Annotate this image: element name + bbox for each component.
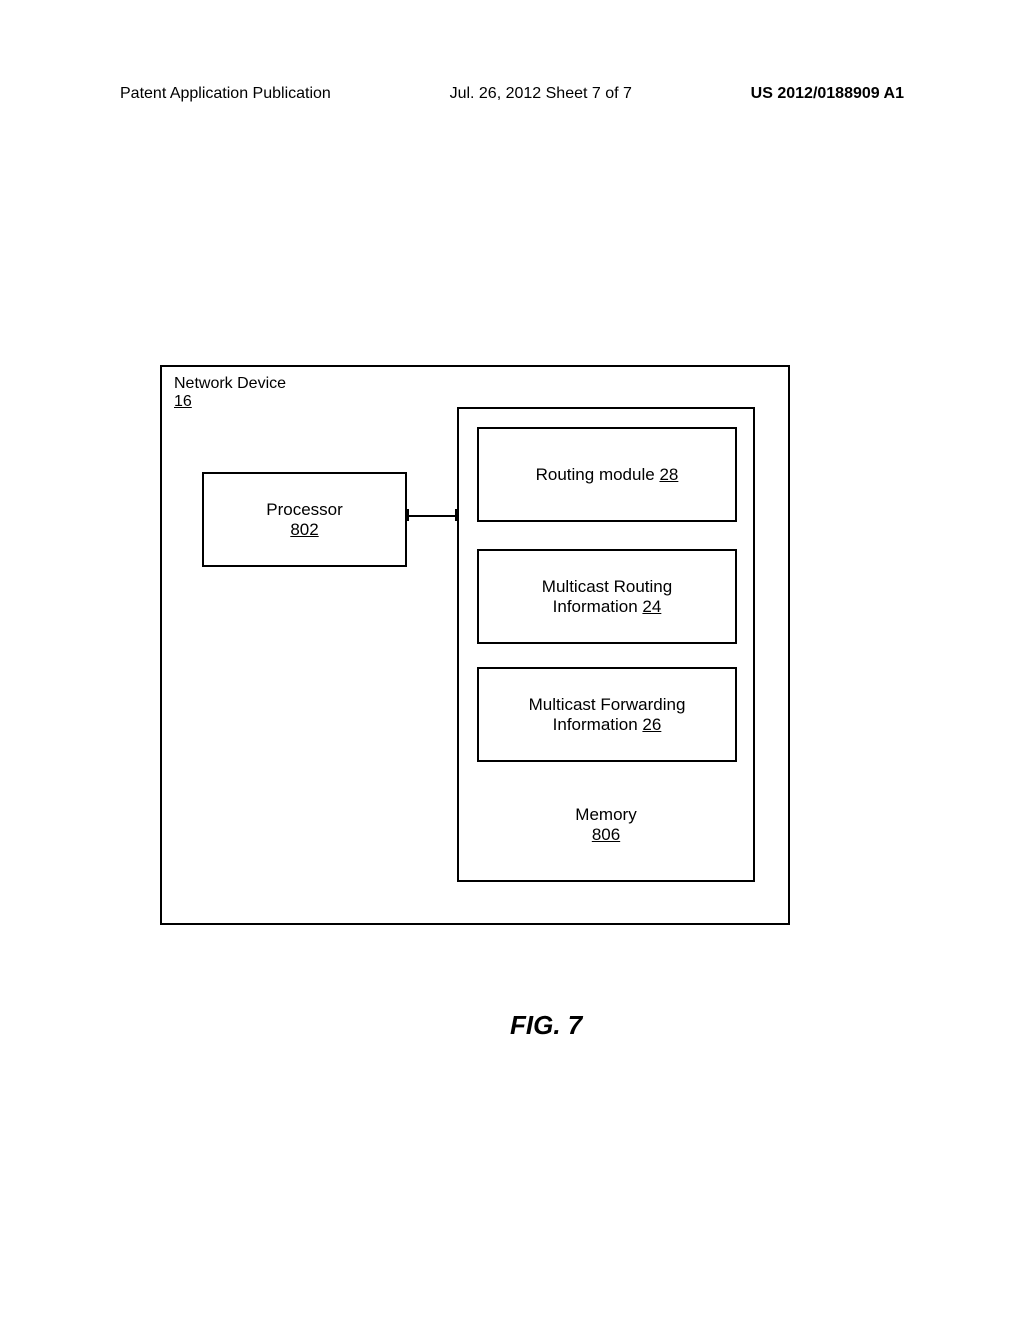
routing-module-text: Routing module 28 <box>536 465 679 485</box>
memory-ref: 806 <box>459 825 753 845</box>
header-date-sheet: Jul. 26, 2012 Sheet 7 of 7 <box>450 85 632 103</box>
connector-line <box>407 515 457 517</box>
header-publication: Patent Application Publication <box>120 85 331 103</box>
figure-label: FIG. 7 <box>510 1010 582 1041</box>
multicast-forwarding-prefix: Information <box>553 715 638 734</box>
multicast-routing-ref: 24 <box>642 597 661 616</box>
routing-module-label: Routing module <box>536 465 655 484</box>
network-device-box: Network Device 16 Processor 802 Routing … <box>160 365 790 925</box>
processor-ref: 802 <box>204 520 405 540</box>
page-header: Patent Application Publication Jul. 26, … <box>0 85 1024 103</box>
network-device-label: Network Device 16 <box>174 375 286 411</box>
multicast-routing-box: Multicast Routing Information 24 <box>477 549 737 644</box>
header-patent-number: US 2012/0188909 A1 <box>751 85 904 103</box>
memory-label: Memory 806 <box>459 805 753 845</box>
routing-module-ref: 28 <box>659 465 678 484</box>
memory-title: Memory <box>459 805 753 825</box>
processor-title: Processor <box>204 500 405 520</box>
multicast-routing-line1: Multicast Routing <box>542 577 672 597</box>
routing-module-box: Routing module 28 <box>477 427 737 522</box>
multicast-forwarding-line2: Information 26 <box>553 715 662 735</box>
multicast-forwarding-line1: Multicast Forwarding <box>529 695 686 715</box>
connector-tick-left <box>407 509 409 521</box>
multicast-routing-line2: Information 24 <box>553 597 662 617</box>
multicast-forwarding-ref: 26 <box>642 715 661 734</box>
processor-box: Processor 802 <box>202 472 407 567</box>
network-device-title: Network Device <box>174 375 286 393</box>
multicast-routing-prefix: Information <box>553 597 638 616</box>
multicast-forwarding-box: Multicast Forwarding Information 26 <box>477 667 737 762</box>
memory-box: Routing module 28 Multicast Routing Info… <box>457 407 755 882</box>
network-device-ref: 16 <box>174 393 286 411</box>
block-diagram: Network Device 16 Processor 802 Routing … <box>160 365 790 925</box>
